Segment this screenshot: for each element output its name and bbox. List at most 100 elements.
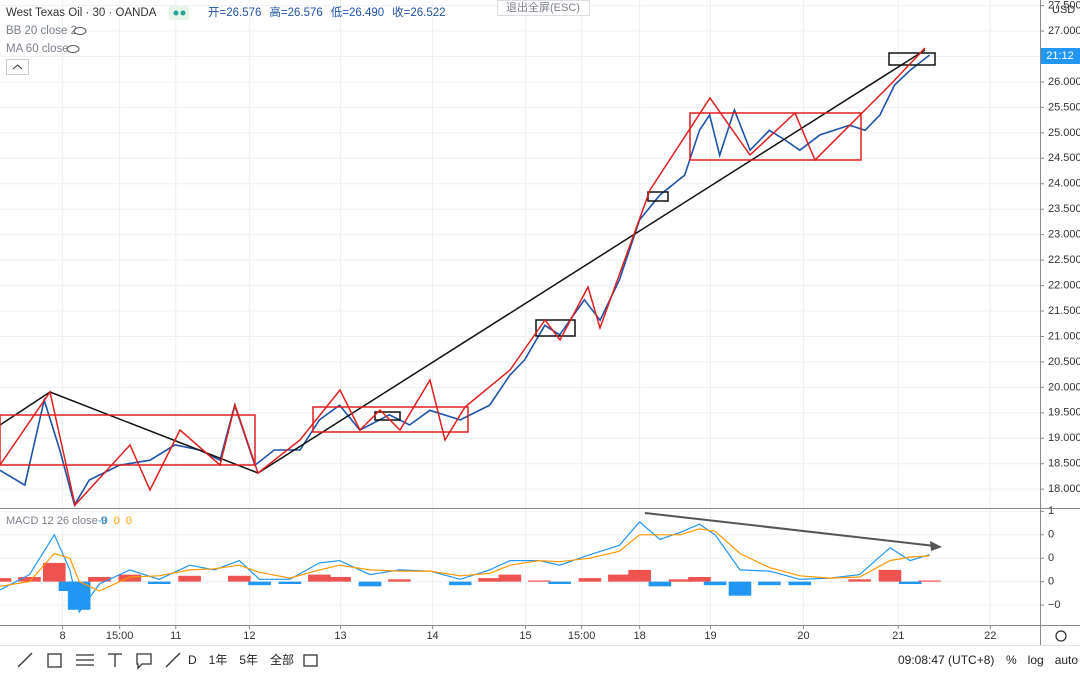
range-button[interactable]: D [188, 653, 197, 667]
histogram-bar [703, 581, 727, 586]
drawings [0, 47, 942, 551]
ohlc-values: 开=26.576 高=26.576 低=26.490 收=26.522 [208, 5, 446, 19]
eye-icon[interactable] [66, 45, 80, 53]
drawing-tools [17, 652, 318, 670]
x-tick-label: 12 [243, 630, 255, 642]
macd-readouts: -0 0 0 [98, 515, 132, 527]
macd-readout: 0 [126, 515, 132, 527]
histogram-bar [42, 562, 66, 582]
scale-option[interactable]: % [1006, 653, 1017, 667]
x-tick-label: 20 [797, 630, 809, 642]
line-tool[interactable] [17, 652, 33, 668]
y-tick-label: 0 [1048, 576, 1054, 588]
y-tick-label: 20.500 [1048, 356, 1080, 368]
range-box [689, 112, 862, 161]
status-icon [169, 6, 189, 20]
y-tick-label: 18.000 [1048, 483, 1080, 495]
y-tick-label: −0 [1048, 599, 1061, 611]
price-line [0, 54, 931, 507]
x-tick-label: 22 [984, 630, 996, 642]
y-tick-label: 0 [1048, 529, 1054, 541]
eye-icon[interactable] [73, 27, 87, 35]
x-tick-label: 15:00 [106, 630, 134, 642]
histogram-bar [388, 579, 411, 582]
histogram-bar [758, 581, 781, 586]
y-tick-label: 21.000 [1048, 330, 1080, 342]
histogram-bar [788, 581, 812, 586]
histogram-bar [248, 581, 271, 586]
status-dot [180, 10, 186, 16]
esc-hint[interactable]: 退出全屏(ESC) [506, 0, 580, 14]
y-tick-label: 1 [1048, 505, 1054, 517]
currency-label: USD [1052, 4, 1075, 16]
macd-readout: 0 [114, 515, 120, 527]
scale-options: % log auto [1006, 653, 1078, 667]
histogram-bar [878, 569, 902, 582]
histogram-bar [118, 574, 142, 582]
y-tick-label: 21.500 [1048, 305, 1080, 317]
histogram-bar [688, 576, 711, 582]
ohlc-value: 收=26.522 [392, 5, 445, 19]
scale-option[interactable]: log [1028, 653, 1044, 667]
collapse-icon [12, 64, 23, 70]
histogram-bar [728, 581, 752, 596]
measure-tool[interactable] [165, 652, 181, 668]
histogram-bar [648, 581, 672, 587]
range-box [535, 319, 576, 337]
histogram-bar [578, 578, 602, 582]
y-tick-label: 24.000 [1048, 178, 1080, 190]
trend-line [0, 49, 926, 474]
histogram-bar [918, 580, 941, 582]
y-tick-label: 25.500 [1048, 101, 1080, 113]
x-tick-label: 18 [634, 630, 646, 642]
x-tick-label: 8 [60, 630, 66, 642]
range-button[interactable]: 5年 [239, 653, 258, 667]
rect-tool[interactable] [47, 653, 62, 668]
range-box [0, 414, 256, 466]
data-layer [0, 54, 941, 614]
zigzag [0, 47, 926, 507]
x-tick-label: 21 [892, 630, 904, 642]
range-box [888, 52, 936, 66]
histogram-bar [608, 574, 631, 582]
esc-hint-box[interactable] [497, 0, 590, 16]
histogram-bar [308, 574, 331, 582]
arrow-head [930, 541, 942, 551]
x-tick-label: 19 [704, 630, 716, 642]
histogram-bar [147, 581, 171, 584]
indicator-label: MA 60 close [6, 43, 69, 55]
calendar-tool[interactable] [303, 654, 318, 667]
histogram-bar [898, 581, 922, 584]
range-button[interactable]: 全部 [270, 652, 294, 667]
histogram-bar [18, 576, 41, 582]
collapse-button[interactable] [6, 59, 29, 75]
signal-line [0, 528, 930, 592]
price-badge [1041, 48, 1080, 64]
settings-icon[interactable] [1055, 630, 1067, 642]
macd-readout: -0 [98, 515, 108, 527]
histogram-bar [548, 581, 571, 584]
clock: 09:08:47 (UTC+8) [898, 653, 994, 667]
range-box [312, 406, 469, 433]
histogram-bar [448, 581, 472, 586]
grid-layer: 18.000 18.500 19.000 19.500 20.000 20.500 21.0… [0, 0, 1080, 642]
histogram-bar [498, 574, 522, 582]
countdown: 21:12 [1046, 50, 1074, 62]
ohlc-value: 高=26.576 [269, 5, 322, 19]
note-tool[interactable] [136, 653, 152, 670]
y-tick-label: 24.500 [1048, 152, 1080, 164]
symbol-title: West Texas Oil · 30 · OANDA [6, 7, 157, 19]
y-tick-label: 19.500 [1048, 407, 1080, 419]
y-tick-label: 18.500 [1048, 458, 1080, 470]
histogram-bar [278, 581, 302, 584]
histogram-bar [668, 579, 692, 582]
y-tick-label: 19.000 [1048, 432, 1080, 444]
histogram-bar [628, 569, 651, 582]
y-tick-label: 23.500 [1048, 203, 1080, 215]
scale-option[interactable]: auto [1055, 653, 1079, 667]
x-tick-label: 14 [426, 630, 438, 642]
x-tick-label: 13 [334, 630, 346, 642]
range-button[interactable]: 1年 [209, 653, 228, 667]
y-tick-label: 20.000 [1048, 381, 1080, 393]
